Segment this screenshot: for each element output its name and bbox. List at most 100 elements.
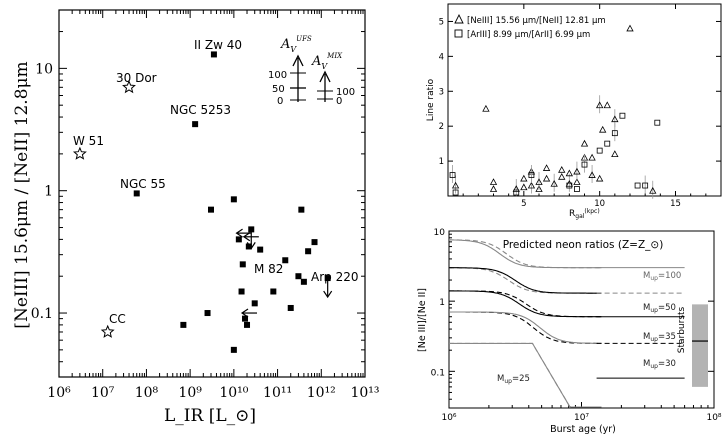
upper-limit-arrowhead [246, 242, 256, 250]
label-mup-100: Mup=100 [643, 271, 681, 282]
limit-arrowhead [235, 228, 243, 238]
data-point [207, 206, 214, 213]
y-tick-label: 4 [439, 52, 444, 62]
label-mup-25: Mup=25 [497, 374, 530, 385]
inset-label-ufs: AVUFS [280, 35, 312, 54]
triangle-marker [565, 169, 574, 177]
triangle-marker [542, 174, 551, 182]
x-tick-label: 15 [670, 199, 681, 209]
starburst-band [692, 304, 708, 387]
triangle-marker [520, 183, 528, 191]
model-curve [449, 311, 602, 344]
data-point [248, 226, 255, 233]
inset-arrowhead-ufs [292, 54, 304, 67]
label-mup-35: Mup=35 [643, 332, 676, 343]
panel-c-ylabel: [Ne III]/[Ne II] [417, 288, 428, 352]
x-tick-label: 10⁸ [135, 385, 159, 401]
panel-b-ylabel: Line ratio [426, 78, 436, 121]
data-point [298, 206, 305, 213]
inset-label-mix: AVMIX [311, 52, 343, 71]
square-marker [581, 161, 588, 168]
triangle-marker [599, 125, 607, 133]
square-marker [452, 189, 459, 196]
y-tick-label: 1 [439, 298, 445, 308]
panel-a-points [72, 51, 333, 353]
triangle-marker [626, 24, 634, 32]
x-tick-label: 10⁹ [178, 385, 202, 401]
model-curve [449, 267, 602, 294]
label-mup-50: Mup=50 [643, 303, 676, 314]
square-marker [574, 186, 580, 192]
data-point [311, 239, 318, 246]
triangle-marker [595, 101, 604, 109]
legend-label-argon: [ArIII] 8.99 μm/[ArII] 6.99 μm [467, 30, 590, 40]
label-ngc-5253: NGC 5253 [170, 103, 231, 117]
triangle-marker [512, 185, 520, 192]
triangle-marker [558, 172, 566, 180]
label-30-dor: 30 Dor [116, 71, 157, 85]
y-tick-label: 0.1 [31, 306, 53, 322]
triangle-marker [573, 178, 581, 185]
data-point [230, 196, 237, 203]
panel-c-frame [448, 230, 715, 409]
data-point [270, 288, 277, 295]
x-tick-label: 5 [521, 199, 526, 209]
x-tick-label: 10⁶ [441, 413, 456, 423]
square-marker [654, 119, 661, 126]
data-point [324, 275, 331, 282]
panel-c: Predicted neon ratios (Z=Z_⊙) [Ne III]/[… [417, 228, 722, 435]
x-tick-label: 10¹² [307, 385, 336, 401]
model-curve [449, 267, 602, 294]
inset-tick-r0: 0 [336, 96, 342, 107]
extinction-inset: AVUFS AVMIX 100 50 0 100 0 [268, 35, 355, 107]
triangle-marker [573, 167, 581, 175]
triangle-marker [535, 185, 543, 192]
inset-tick-100: 100 [268, 70, 287, 81]
triangle-marker [611, 115, 619, 123]
square-marker [611, 130, 618, 137]
triangle-marker [588, 153, 596, 161]
data-point [242, 315, 249, 322]
data-point [239, 261, 246, 268]
panel-b: Line ratio Rgal(kpc) 5 10 15 1 2 3 4 5 [NeIII] … [426, 3, 722, 220]
star-marker [72, 146, 87, 160]
data-point [133, 190, 140, 197]
label-m-82: M 82 [254, 262, 283, 276]
triangle-marker [558, 165, 566, 173]
model-curve [449, 290, 602, 318]
square-marker [634, 182, 641, 189]
triangle-marker [451, 181, 460, 189]
starburst-label: Starbursts [677, 306, 687, 353]
panel-b-ticks: 5 10 15 1 2 3 4 5 [439, 4, 721, 209]
triangle-marker [603, 101, 611, 109]
y-tick-label: 10 [434, 228, 446, 238]
star-marker [100, 324, 115, 338]
legend-square-icon [454, 29, 463, 38]
model-curve [449, 239, 602, 269]
y-tick-label: 1 [44, 184, 53, 200]
triangle-marker [611, 150, 619, 158]
data-point [287, 304, 294, 311]
x-tick-label: 10 [594, 199, 605, 209]
inset-tick-0: 0 [277, 96, 283, 107]
x-tick-label: 10⁷ [91, 385, 115, 401]
y-tick-label: 2 [439, 122, 444, 132]
panel-a: [NeIII] 15.6μm / [NeII] 12.8μm L_IR [L_⊙… [12, 9, 380, 426]
triangle-marker [482, 104, 490, 112]
triangle-marker [550, 179, 558, 187]
y-tick-label: 10 [35, 61, 53, 77]
inset-tick-50: 50 [272, 84, 285, 95]
data-point [244, 321, 251, 328]
data-point [230, 346, 237, 353]
square-marker [449, 172, 456, 178]
star-marker [122, 80, 136, 94]
panel-c-xlabel: Burst age (yr) [550, 424, 616, 435]
data-point [257, 246, 264, 253]
data-point [210, 51, 217, 58]
triangle-marker [489, 178, 498, 185]
data-point [180, 321, 187, 328]
square-marker [619, 112, 626, 119]
label-arp-220: Arp 220 [311, 270, 358, 284]
label-ii-zw-40: II Zw 40 [194, 38, 242, 52]
